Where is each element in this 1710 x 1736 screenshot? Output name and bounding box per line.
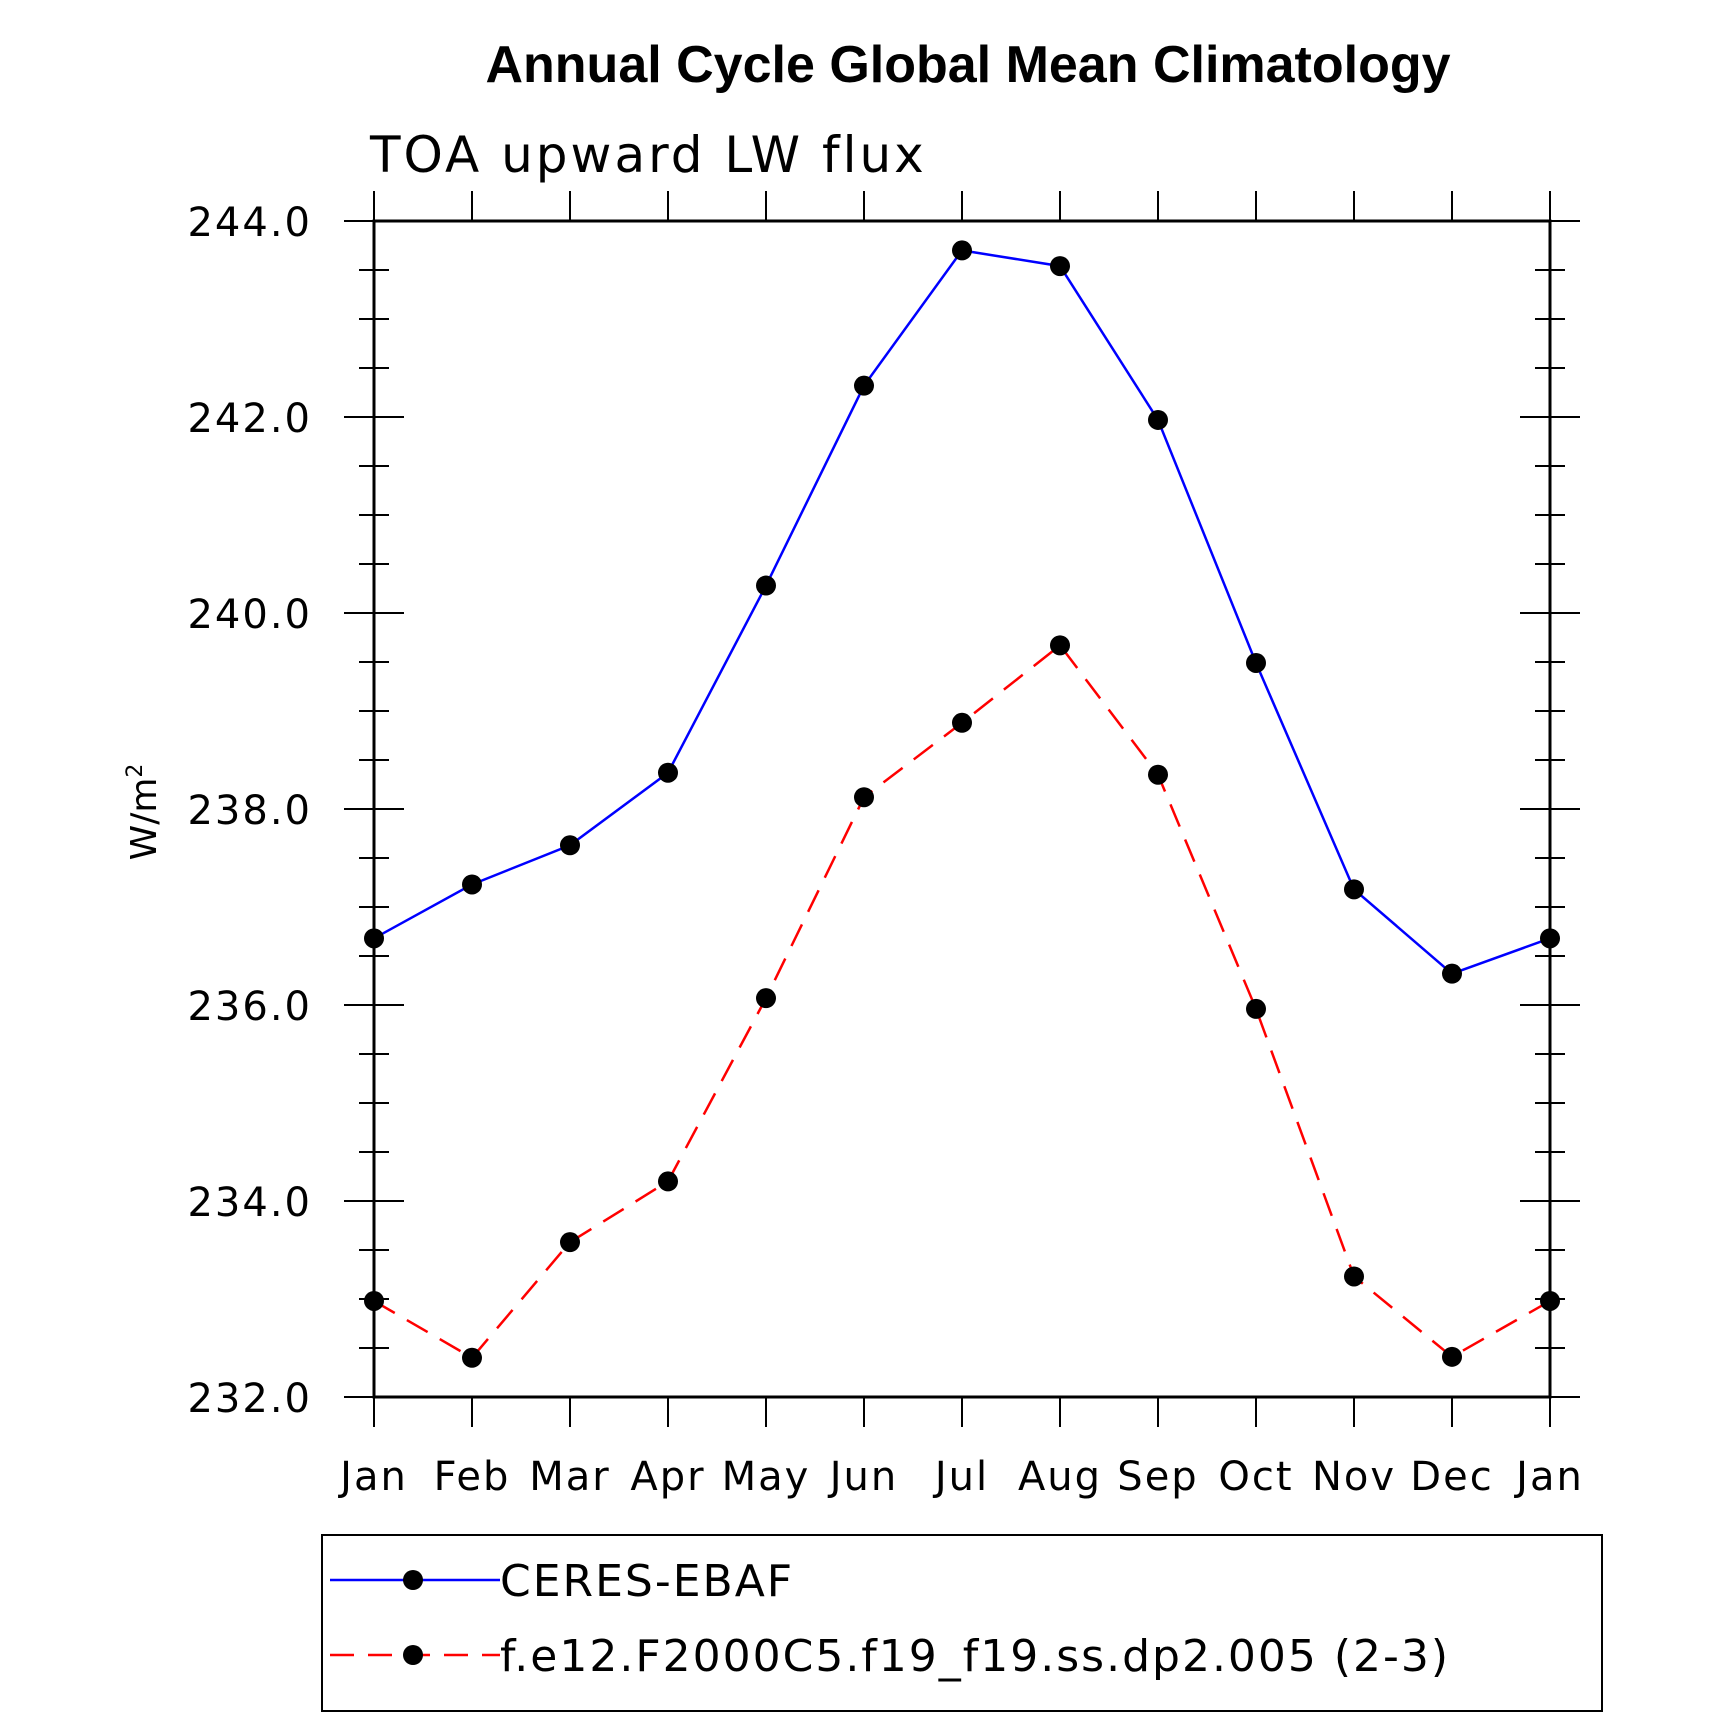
x-tick-label: Jun (827, 1454, 899, 1500)
series-2-point (756, 988, 776, 1009)
plot-frame (372, 219, 1552, 1399)
x-tick-label: Feb (434, 1454, 511, 1500)
series-1-point (952, 240, 972, 261)
y-tick-labels: 232.0 234.0 236.0 238.0 240.0 242.0 244.0 (187, 200, 312, 1422)
y-axis-label-unit: W/m (124, 778, 165, 861)
y-tick-label: 242.0 (187, 396, 312, 442)
y-tick-label: 238.0 (187, 788, 312, 834)
chart-title: Annual Cycle Global Mean Climatology (485, 36, 1450, 94)
chart-subtitle: TOA upward LW flux (369, 126, 927, 184)
series-1-point (756, 575, 776, 596)
series-2-point (560, 1232, 580, 1253)
legend-label-2: f.e12.F2000C5.f19_f19.ss.dp2.005 (2-3) (500, 1631, 1450, 1682)
series-line-1 (373, 249, 1551, 976)
x-tick-label: Aug (1018, 1454, 1102, 1500)
series-2-point (952, 712, 972, 733)
series-1-point (364, 928, 384, 949)
legend-marker-2 (403, 1645, 423, 1665)
y-tick-label: 244.0 (187, 200, 312, 246)
y-tick-label: 240.0 (187, 592, 312, 638)
series-1-point (462, 874, 482, 895)
series-line-2 (373, 643, 1551, 1360)
legend-entries: CERES-EBAF f.e12.F2000C5.f19_f19.ss.dp2.0… (330, 1556, 1450, 1682)
x-tick-label: Nov (1312, 1454, 1396, 1500)
legend-label-1: CERES-EBAF (500, 1556, 794, 1607)
x-tick-labels: Jan Feb Mar Apr May Jun Jul Aug Sep Oct Nov Dec Jan (337, 1454, 1584, 1500)
legend: CERES-EBAF f.e12.F2000C5.f19_f19.ss.dp2.0… (321, 1534, 1603, 1712)
series-2-point (1148, 764, 1168, 785)
series-2-point (1344, 1266, 1364, 1287)
series-2-point (658, 1171, 678, 1192)
y-axis-label: W/m2 (123, 764, 165, 861)
series-lines (373, 249, 1551, 1360)
x-tick-label: Jan (337, 1454, 408, 1500)
series-1-point (1442, 963, 1462, 984)
series-1-point (854, 375, 874, 396)
y-tick-label: 234.0 (187, 1180, 312, 1226)
series-1-point (1344, 879, 1364, 900)
y-axis-label-exponent: 2 (123, 764, 148, 778)
axis-ticks (344, 191, 1580, 1427)
y-tick-label: 232.0 (187, 1376, 312, 1422)
x-tick-label: Sep (1117, 1454, 1198, 1500)
y-tick-label: 236.0 (187, 984, 312, 1030)
series-1-point (1050, 256, 1070, 277)
series-2-point (1540, 1290, 1560, 1311)
x-tick-label: Mar (529, 1454, 610, 1500)
series-1-point (1148, 409, 1168, 430)
series-2-point (854, 787, 874, 808)
series-1-point (560, 835, 580, 856)
series-1-point (1540, 928, 1560, 949)
legend-box (321, 1534, 1603, 1712)
series-markers (364, 240, 1560, 1368)
series-2-point (462, 1347, 482, 1368)
series-2-point (364, 1290, 384, 1311)
series-1-point (1246, 652, 1266, 673)
series-2-point (1050, 635, 1070, 656)
series-1-point (658, 762, 678, 783)
x-tick-label: Oct (1218, 1454, 1293, 1500)
x-tick-label: Dec (1410, 1454, 1493, 1500)
series-2-point (1246, 998, 1266, 1019)
x-tick-label: Jan (1513, 1454, 1584, 1500)
x-tick-label: Jul (932, 1454, 989, 1500)
x-tick-label: Apr (630, 1454, 705, 1500)
series-2-point (1442, 1346, 1462, 1367)
legend-marker-1 (403, 1570, 423, 1590)
x-tick-label: May (722, 1454, 811, 1500)
